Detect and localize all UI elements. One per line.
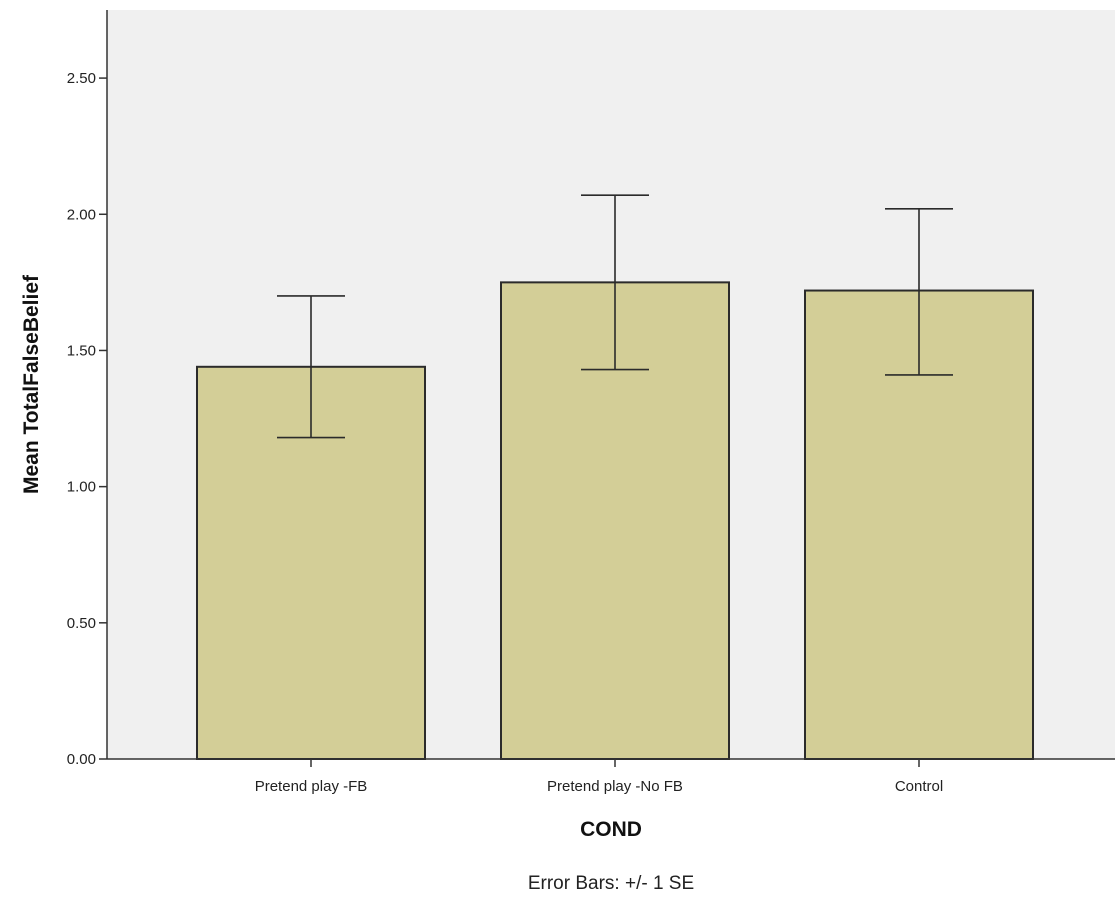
- y-axis: 0.00 0.50 1.00 1.50 2.00 2.50: [67, 10, 108, 768]
- x-tick-label: Control: [895, 778, 943, 795]
- error-bar: [277, 295, 345, 439]
- y-tick-label: 2.50: [67, 70, 96, 87]
- x-axis: Pretend play -FB Pretend play -No FB Contr…: [107, 758, 1115, 795]
- y-tick-label: 0.00: [67, 751, 96, 768]
- y-tick-label: 1.00: [67, 479, 96, 496]
- y-tick-label: 2.00: [67, 206, 96, 223]
- y-tick-label: 0.50: [67, 615, 96, 632]
- error-bars-group: [277, 194, 953, 439]
- error-bar: [885, 208, 953, 376]
- x-axis-title: COND: [580, 818, 642, 841]
- y-axis-title: Mean TotalFalseBelief: [20, 274, 43, 494]
- error-bars-footnote: Error Bars: +/- 1 SE: [528, 873, 694, 894]
- error-bar: [581, 194, 649, 371]
- y-tick-label: 1.50: [67, 342, 96, 359]
- x-tick-label: Pretend play -FB: [255, 778, 368, 795]
- x-tick-label: Pretend play -No FB: [547, 778, 683, 795]
